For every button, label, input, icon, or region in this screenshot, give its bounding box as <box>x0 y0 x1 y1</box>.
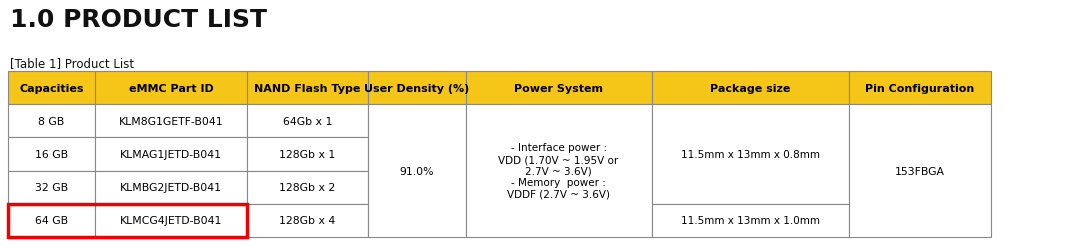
Bar <box>651 204 849 237</box>
Bar <box>247 171 367 204</box>
Text: eMMC Part ID: eMMC Part ID <box>129 83 214 93</box>
Text: 64Gb x 1: 64Gb x 1 <box>283 116 333 126</box>
Bar <box>8 204 95 237</box>
Text: KLMCG4JETD-B041: KLMCG4JETD-B041 <box>120 216 222 226</box>
Text: 64 GB: 64 GB <box>35 216 68 226</box>
Text: [Table 1] Product List: [Table 1] Product List <box>10 57 134 70</box>
Bar <box>95 171 247 204</box>
Bar <box>95 105 247 138</box>
Bar <box>247 204 367 237</box>
Bar <box>465 105 651 237</box>
Bar <box>247 105 367 138</box>
Bar <box>849 105 991 237</box>
Text: - Interface power :
VDD (1.70V ~ 1.95V or
2.7V ~ 3.6V)
- Memory  power :
VDDF (2: - Interface power : VDD (1.70V ~ 1.95V o… <box>499 143 619 199</box>
Bar <box>367 72 465 105</box>
Text: KLMBG2JETD-B041: KLMBG2JETD-B041 <box>120 182 222 192</box>
Text: Package size: Package size <box>710 83 791 93</box>
Text: User Density (%): User Density (%) <box>364 83 469 93</box>
Text: 153FBGA: 153FBGA <box>895 166 945 176</box>
Bar <box>8 105 95 138</box>
Text: 8 GB: 8 GB <box>39 116 65 126</box>
Text: 16 GB: 16 GB <box>35 150 68 159</box>
Text: 11.5mm x 13mm x 0.8mm: 11.5mm x 13mm x 0.8mm <box>680 150 820 159</box>
Text: Pin Configuration: Pin Configuration <box>865 83 974 93</box>
Bar <box>8 204 247 237</box>
Text: Power System: Power System <box>514 83 603 93</box>
Text: 128Gb x 1: 128Gb x 1 <box>280 150 336 159</box>
Text: 128Gb x 2: 128Gb x 2 <box>280 182 336 192</box>
Text: 32 GB: 32 GB <box>35 182 68 192</box>
Bar <box>8 72 95 105</box>
Bar <box>8 138 95 171</box>
Text: 128Gb x 4: 128Gb x 4 <box>280 216 336 226</box>
Bar <box>651 72 849 105</box>
Bar <box>849 72 991 105</box>
Bar <box>247 72 367 105</box>
Bar <box>95 204 247 237</box>
Text: KLMAG1JETD-B041: KLMAG1JETD-B041 <box>120 150 222 159</box>
Text: 91.0%: 91.0% <box>400 166 434 176</box>
Text: 11.5mm x 13mm x 1.0mm: 11.5mm x 13mm x 1.0mm <box>680 216 820 226</box>
Bar <box>247 138 367 171</box>
Bar <box>8 171 95 204</box>
Bar <box>367 105 465 237</box>
Bar <box>465 72 651 105</box>
Bar <box>95 138 247 171</box>
Bar <box>651 105 849 204</box>
Text: Capacities: Capacities <box>19 83 84 93</box>
Bar <box>95 72 247 105</box>
Text: KLM8G1GETF-B041: KLM8G1GETF-B041 <box>119 116 224 126</box>
Text: NAND Flash Type: NAND Flash Type <box>254 83 361 93</box>
Text: 1.0 PRODUCT LIST: 1.0 PRODUCT LIST <box>10 8 267 32</box>
